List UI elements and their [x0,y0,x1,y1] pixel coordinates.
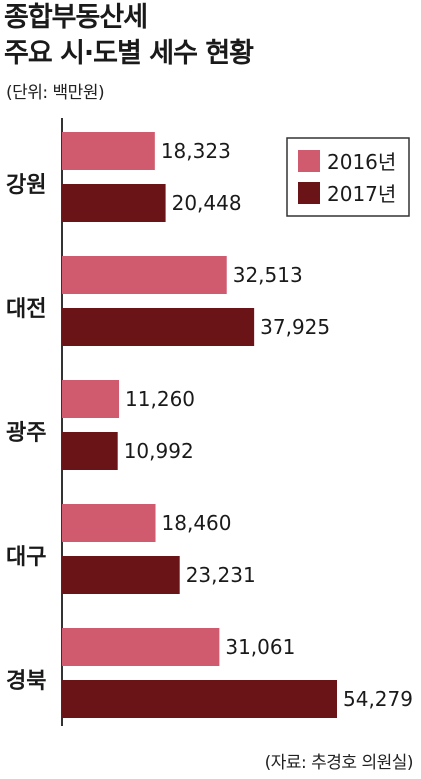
bar [62,432,118,470]
data-label: 23,231 [186,563,256,587]
bar [62,380,120,418]
category-label: 대전 [6,297,46,322]
legend-label: 2016년 [327,150,396,174]
source-note: (자료: 추경호 의원실) [264,753,414,773]
bar [62,132,155,170]
legend-swatch [298,182,320,204]
unit-label: (단위: 백만원) [6,83,105,103]
category-label: 경북 [6,669,46,694]
legend-swatch [298,150,320,172]
data-label: 31,061 [225,635,295,659]
category-label: 대구 [6,545,46,570]
data-label: 32,513 [233,263,303,287]
bar [62,628,220,666]
data-label: 11,260 [125,387,195,411]
chart-title-line1: 종합부동산세 [4,2,148,33]
bar [62,308,255,346]
bar [62,184,166,222]
bar [62,680,337,718]
data-label: 37,925 [260,315,330,339]
legend-label: 2017년 [327,182,396,206]
category-label: 광주 [6,421,46,446]
bar [62,256,227,294]
bar [62,504,156,542]
data-label: 54,279 [343,687,413,711]
data-label: 20,448 [172,191,242,215]
category-label: 강원 [6,173,46,198]
data-label: 18,460 [162,511,232,535]
data-label: 10,992 [124,439,194,463]
data-label: 18,323 [161,139,231,163]
bar [62,556,180,594]
chart-title-line2: 주요 시·도별 세수 현황 [4,38,254,69]
